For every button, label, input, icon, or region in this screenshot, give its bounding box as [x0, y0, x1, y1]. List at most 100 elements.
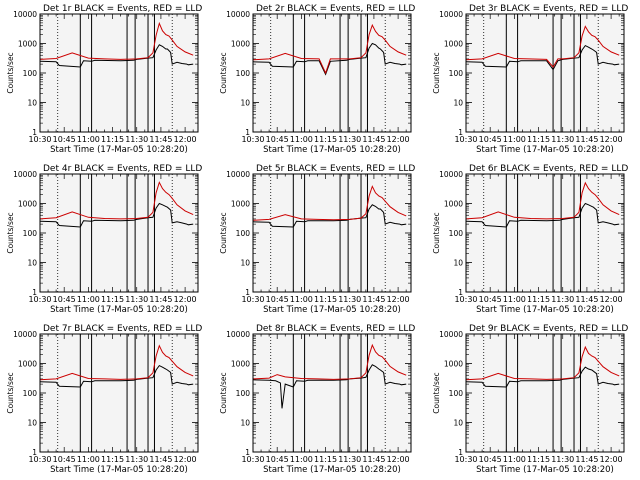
- x-tick-label: 11:15: [101, 455, 124, 464]
- y-tick-label: 10000: [439, 10, 463, 19]
- panel-title: Det 8r BLACK = Events, RED = LLD: [256, 324, 415, 334]
- y-tick-label: 1: [32, 448, 37, 457]
- x-tick-label: 11:30: [551, 455, 574, 464]
- y-tick-label: 100: [23, 69, 38, 78]
- y-tick-label: 10000: [13, 170, 37, 179]
- y-tick-label: 100: [23, 229, 38, 238]
- y-axis-label: Counts/sec: [219, 52, 228, 93]
- y-axis-label: Counts/sec: [6, 52, 15, 93]
- y-tick-label: 1000: [444, 360, 463, 369]
- x-tick-label: 11:45: [149, 455, 172, 464]
- series-lld: [465, 345, 620, 381]
- x-tick-label: 11:00: [77, 135, 100, 144]
- y-tick-label: 1000: [231, 40, 250, 49]
- series-lld: [39, 181, 194, 220]
- x-tick-label: 11:45: [362, 455, 385, 464]
- series-events: [252, 42, 407, 76]
- y-tick-label: 10: [453, 259, 463, 268]
- plot-area: [466, 174, 624, 292]
- y-tick-label: 10: [240, 419, 250, 428]
- y-tick-label: 1000: [18, 40, 37, 49]
- y-tick-label: 1: [458, 128, 463, 137]
- y-tick-label: 1: [458, 288, 463, 297]
- y-tick-label: 10: [27, 259, 37, 268]
- y-tick-label: 100: [449, 229, 464, 238]
- panel-title: Det 1r BLACK = Events, RED = LLD: [43, 4, 202, 14]
- series-events: [465, 366, 620, 388]
- x-tick-label: 11:00: [503, 295, 526, 304]
- x-tick-label: 10:30: [241, 295, 264, 304]
- y-axis-label: Counts/sec: [6, 212, 15, 253]
- x-axis-label: Start Time (17-Mar-05 10:28:20): [263, 305, 401, 315]
- plot-area: [40, 174, 198, 292]
- plot-frame: [252, 333, 412, 453]
- x-axis-label: Start Time (17-Mar-05 10:28:20): [50, 145, 188, 155]
- x-axis-label: Start Time (17-Mar-05 10:28:20): [263, 145, 401, 155]
- plot-area: [253, 334, 411, 452]
- plot-frame: [252, 13, 412, 133]
- x-tick-label: 11:45: [362, 295, 385, 304]
- plot-area: [40, 334, 198, 452]
- y-tick-label: 100: [449, 69, 464, 78]
- x-tick-label: 10:45: [479, 455, 502, 464]
- y-axis-label: Counts/sec: [219, 212, 228, 253]
- y-tick-label: 10: [27, 419, 37, 428]
- x-tick-label: 11:45: [575, 295, 598, 304]
- panel-det-5: Det 5r BLACK = Events, RED = LLD 1 10 100 10…: [219, 164, 415, 315]
- plot-frame: [39, 333, 199, 453]
- plot-area: [253, 174, 411, 292]
- x-tick-label: 10:30: [28, 135, 51, 144]
- plot-area: [40, 14, 198, 132]
- x-tick-label: 11:30: [551, 295, 574, 304]
- x-tick-label: 10:45: [266, 295, 289, 304]
- series-events: [465, 44, 620, 71]
- panel-title: Det 6r BLACK = Events, RED = LLD: [469, 164, 628, 174]
- y-tick-label: 10000: [13, 330, 37, 339]
- plot-frame: [39, 173, 199, 293]
- x-tick-label: 12:00: [387, 295, 410, 304]
- y-tick-label: 1: [245, 448, 250, 457]
- x-tick-label: 11:00: [503, 135, 526, 144]
- x-tick-label: 11:00: [290, 135, 313, 144]
- x-tick-label: 12:00: [174, 135, 197, 144]
- panel-title: Det 2r BLACK = Events, RED = LLD: [256, 4, 415, 14]
- x-tick-label: 11:15: [101, 295, 124, 304]
- x-tick-label: 10:45: [53, 455, 76, 464]
- x-tick-label: 11:45: [575, 455, 598, 464]
- plot-area: [253, 14, 411, 132]
- series-lld: [39, 21, 194, 60]
- plot-frame: [465, 13, 625, 133]
- plot-frame: [39, 13, 199, 133]
- y-tick-label: 10000: [13, 10, 37, 19]
- y-tick-label: 100: [236, 229, 251, 238]
- x-tick-label: 11:30: [338, 135, 361, 144]
- x-tick-label: 12:00: [387, 135, 410, 144]
- panel-det-2: Det 2r BLACK = Events, RED = LLD 1 10 100 10…: [219, 4, 415, 155]
- x-tick-label: 11:30: [338, 295, 361, 304]
- x-tick-label: 11:15: [527, 295, 550, 304]
- y-tick-label: 1000: [18, 200, 37, 209]
- x-axis-label: Start Time (17-Mar-05 10:28:20): [476, 305, 614, 315]
- series-lld: [252, 185, 407, 221]
- x-tick-label: 10:30: [241, 455, 264, 464]
- y-tick-label: 10000: [439, 170, 463, 179]
- y-tick-label: 10000: [226, 330, 250, 339]
- panel-title: Det 5r BLACK = Events, RED = LLD: [256, 164, 415, 174]
- y-tick-label: 10000: [226, 10, 250, 19]
- x-tick-label: 11:45: [575, 135, 598, 144]
- y-tick-label: 1000: [444, 40, 463, 49]
- x-tick-label: 12:00: [174, 455, 197, 464]
- x-tick-label: 11:00: [77, 455, 100, 464]
- series-events: [39, 202, 194, 228]
- x-tick-label: 12:00: [387, 455, 410, 464]
- x-axis-label: Start Time (17-Mar-05 10:28:20): [476, 145, 614, 155]
- x-tick-label: 10:45: [266, 455, 289, 464]
- x-tick-label: 10:45: [479, 135, 502, 144]
- x-tick-label: 11:30: [551, 135, 574, 144]
- panel-det-8: Det 8r BLACK = Events, RED = LLD 1 10 100 10…: [219, 324, 415, 475]
- series-lld: [465, 181, 620, 220]
- x-axis-label: Start Time (17-Mar-05 10:28:20): [50, 305, 188, 315]
- y-axis-label: Counts/sec: [219, 372, 228, 413]
- y-tick-label: 100: [236, 389, 251, 398]
